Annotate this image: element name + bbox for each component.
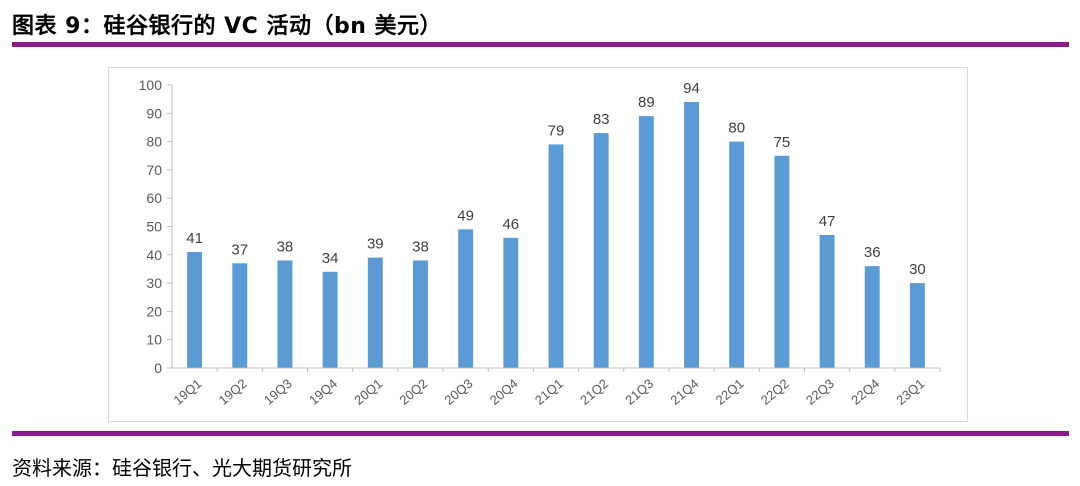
bar-21Q4 xyxy=(684,101,699,368)
data-label-21Q4: 94 xyxy=(683,80,700,97)
data-label-19Q4: 34 xyxy=(322,250,339,267)
x-tick-label: 19Q4 xyxy=(306,376,340,408)
y-tick-label: 60 xyxy=(146,190,162,206)
bar-22Q4 xyxy=(864,266,880,368)
bar-22Q2 xyxy=(774,155,790,368)
bar-21Q3 xyxy=(638,116,654,368)
data-label-22Q3: 47 xyxy=(819,213,836,230)
source-note: 资料来源：硅谷银行、光大期货研究所 xyxy=(12,456,352,480)
y-tick-label: 80 xyxy=(146,134,162,150)
bar-20Q2 xyxy=(413,260,428,368)
data-label-19Q2: 37 xyxy=(231,241,248,258)
x-tick-label: 20Q3 xyxy=(442,376,476,408)
bar-series xyxy=(187,101,925,368)
y-axis: 0 10 20 30 40 50 60 70 80 90 100 xyxy=(139,77,173,376)
x-tick-label: 23Q1 xyxy=(893,376,927,408)
x-tick-label: 21Q3 xyxy=(622,376,656,408)
footer-divider xyxy=(12,431,1069,436)
y-tick-label: 90 xyxy=(146,105,162,121)
bar-19Q2 xyxy=(232,263,248,368)
x-tick-label: 20Q4 xyxy=(487,376,521,408)
data-label-19Q3: 38 xyxy=(277,238,294,255)
bar-22Q3 xyxy=(819,234,835,368)
bar-20Q1 xyxy=(367,257,383,368)
x-tick-label: 21Q1 xyxy=(532,376,566,408)
y-tick-label: 10 xyxy=(146,332,162,348)
x-tick-label: 20Q2 xyxy=(396,376,430,408)
data-label-20Q2: 38 xyxy=(412,238,429,255)
data-labels: 41 37 38 34 39 38 49 46 79 83 89 94 80 75 47 36 30 xyxy=(186,80,926,278)
y-tick-label: 0 xyxy=(154,360,162,376)
y-tick-label: 100 xyxy=(139,77,163,93)
header-divider xyxy=(12,42,1069,47)
x-tick-label: 22Q3 xyxy=(803,376,837,408)
x-tick-label: 21Q2 xyxy=(577,376,611,408)
y-tick-label: 70 xyxy=(146,162,162,178)
bar-22Q1 xyxy=(729,141,745,368)
x-tick-label: 19Q2 xyxy=(216,376,250,408)
page-title: 图表 9：硅谷银行的 VC 活动（bn 美元） xyxy=(12,14,443,39)
bar-20Q4 xyxy=(503,237,519,368)
x-axis: 19Q1 19Q2 19Q3 19Q4 20Q1 20Q2 20Q3 20Q4 21Q1 21Q2… xyxy=(171,367,941,408)
bar-19Q3 xyxy=(277,260,293,368)
bar-19Q4 xyxy=(322,271,338,368)
y-tick-label: 30 xyxy=(146,275,162,291)
x-tick-label: 22Q4 xyxy=(848,376,882,408)
y-tick-label: 50 xyxy=(146,219,162,235)
data-label-22Q4: 36 xyxy=(864,244,881,261)
data-label-22Q2: 75 xyxy=(774,134,791,151)
y-tick-label: 40 xyxy=(146,247,162,263)
data-label-22Q1: 80 xyxy=(728,120,745,137)
data-label-21Q1: 79 xyxy=(548,122,565,139)
bar-23Q1 xyxy=(909,283,925,368)
x-tick-label: 20Q1 xyxy=(351,376,385,408)
y-tick-label: 20 xyxy=(146,303,162,319)
data-label-20Q3: 49 xyxy=(457,207,474,224)
data-label-20Q1: 39 xyxy=(367,236,384,253)
x-tick-label: 22Q1 xyxy=(713,376,747,408)
x-tick-label: 21Q4 xyxy=(667,376,701,408)
data-label-19Q1: 41 xyxy=(186,230,203,247)
x-tick-label: 22Q2 xyxy=(758,376,792,408)
bar-20Q3 xyxy=(458,229,474,368)
data-label-20Q4: 46 xyxy=(502,216,519,233)
bar-21Q2 xyxy=(593,133,609,368)
x-tick-label: 19Q1 xyxy=(171,376,205,408)
bar-21Q1 xyxy=(548,144,564,368)
bar-19Q1 xyxy=(187,251,203,368)
data-label-23Q1: 30 xyxy=(909,261,926,278)
data-label-21Q3: 89 xyxy=(638,94,655,111)
data-label-21Q2: 83 xyxy=(593,111,610,128)
x-tick-label: 19Q3 xyxy=(261,376,295,408)
